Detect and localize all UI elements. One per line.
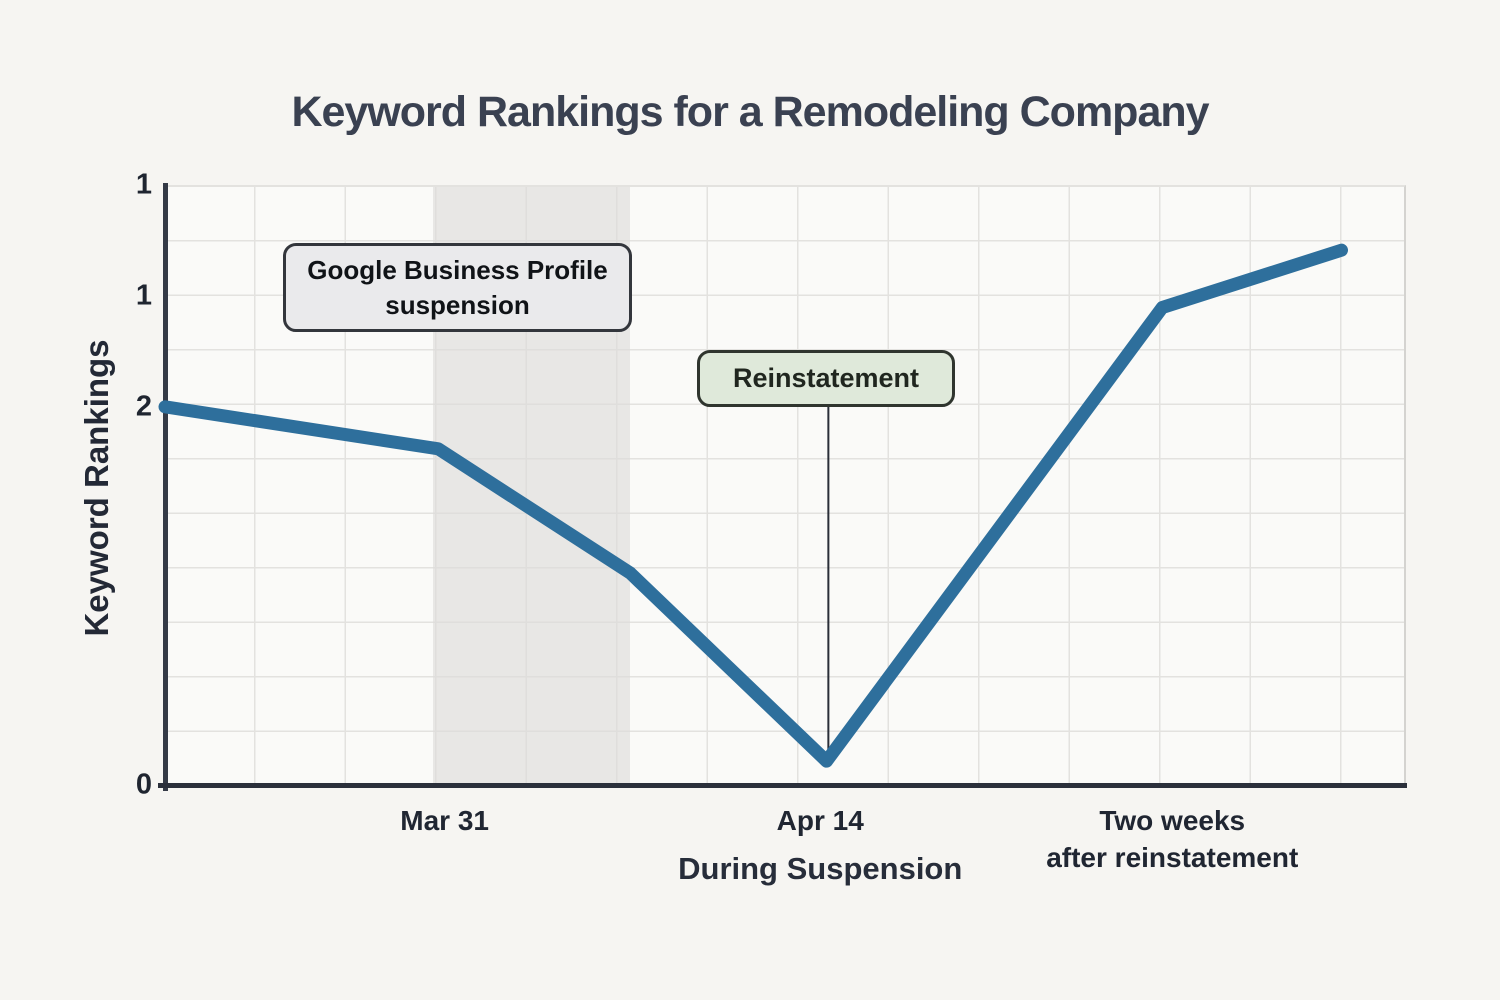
x-axis-line bbox=[158, 783, 1407, 788]
x-axis-title: During Suspension bbox=[678, 851, 963, 886]
suspension-annotation-line1: Google Business Profile bbox=[307, 254, 608, 285]
x-tick-label: Two weeks after reinstatement bbox=[1046, 805, 1299, 873]
suspension-annotation: Google Business Profile suspension bbox=[283, 243, 632, 332]
chart-title: Keyword Rankings for a Remodeling Compan… bbox=[291, 88, 1209, 136]
x-tick-label: Apr 14 bbox=[776, 805, 864, 836]
y-tick-label: 2 bbox=[135, 390, 152, 423]
reinstatement-annotation-label: Reinstatement bbox=[732, 363, 920, 393]
y-tick-label: 1 bbox=[135, 279, 152, 312]
reinstatement-annotation: Reinstatement bbox=[697, 350, 955, 407]
y-tick-label: 0 bbox=[135, 768, 152, 801]
suspension-annotation-line2: suspension bbox=[385, 289, 530, 320]
y-axis-line bbox=[163, 183, 168, 791]
x-tick-label: Mar 31 bbox=[400, 805, 489, 836]
y-axis-title: Keyword Rankings bbox=[78, 339, 115, 637]
y-tick-label: 1 bbox=[135, 168, 152, 201]
